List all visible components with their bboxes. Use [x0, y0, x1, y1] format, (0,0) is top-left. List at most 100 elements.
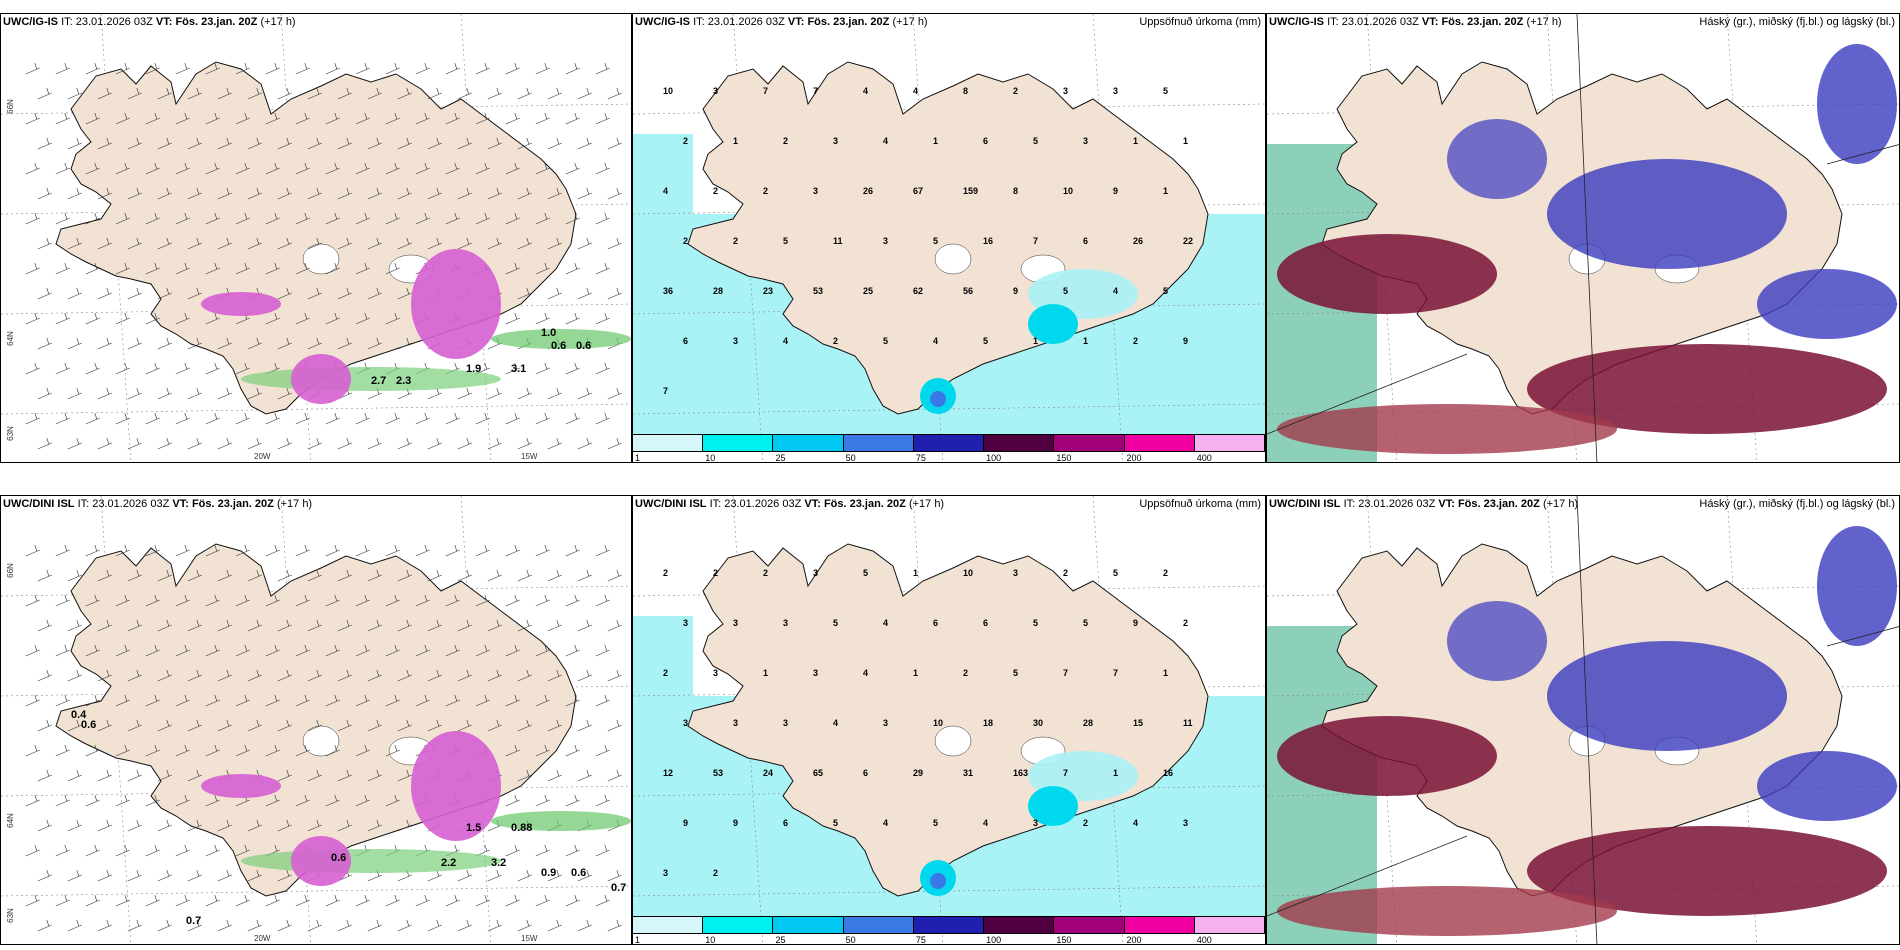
precip-value-label: 18 — [983, 718, 993, 728]
precip-value-label: 4 — [933, 336, 938, 346]
wind-speed-label: 0.6 — [81, 719, 96, 731]
panel-title: UWC/DINI ISL IT: 23.01.2026 03Z VT: Fös.… — [1269, 498, 1579, 510]
wind-speed-label: 2.7 — [371, 375, 386, 387]
panel-title: UWC/IG-IS IT: 23.01.2026 03Z VT: Fös. 23… — [3, 16, 296, 28]
precip-value-label: 1 — [763, 668, 768, 678]
precip-value-label: 2 — [763, 568, 768, 578]
precip-value-label: 5 — [883, 336, 888, 346]
precip-value-label: 5 — [863, 568, 868, 578]
precip-value-label: 65 — [813, 768, 823, 778]
precip-value-label: 2 — [1133, 336, 1138, 346]
precip-value-label: 4 — [883, 136, 888, 146]
precip-value-label: 6 — [683, 336, 688, 346]
colorbar-tick: 1 — [635, 935, 641, 945]
precip-map: 2 2 2 3 5 1 10 3 2 5 23 3 3 5 4 6 6 5 5 9 22 3 1 3 4 1 2 5 7 7 13 3 3 4 3 1… — [633, 496, 1265, 944]
precip-value-label: 3 — [713, 668, 718, 678]
precip-value-label: 163 — [1013, 768, 1028, 778]
lat-label: 63N — [5, 908, 15, 923]
precip-value-label: 2 — [1083, 818, 1088, 828]
precip-value-label: 4 — [1133, 818, 1138, 828]
colorbar-tick: 100 — [986, 453, 1002, 463]
wind-speed-label: 0.7 — [611, 882, 626, 894]
lat-label: 66N — [5, 99, 15, 114]
precip-value-label: 9 — [1183, 336, 1188, 346]
precip-value-label: 2 — [733, 236, 738, 246]
precip-value-label: 6 — [863, 768, 868, 778]
colorbar-swatch — [1194, 916, 1265, 934]
precip-value-label: 3 — [883, 236, 888, 246]
precip-value-label: 4 — [663, 186, 668, 196]
precip-value-label: 9 — [1113, 186, 1118, 196]
precip-value-label: 56 — [963, 286, 973, 296]
precip-value-label: 53 — [813, 286, 823, 296]
precip-value-label: 4 — [863, 668, 868, 678]
precip-value-label: 2 — [683, 236, 688, 246]
precip-value-label: 3 — [733, 618, 738, 628]
colorbar-swatch — [913, 434, 985, 452]
colorbar-tick: 25 — [775, 453, 786, 463]
map-panel-precip-ig-is: UWC/IG-IS IT: 23.01.2026 03Z VT: Fös. 23… — [632, 13, 1266, 463]
precip-value-label: 7 — [763, 86, 768, 96]
colorbar-swatch — [1194, 434, 1265, 452]
precip-value-label: 10 — [1063, 186, 1073, 196]
precip-value-label: 3 — [663, 868, 668, 878]
precip-value-label: 5 — [1163, 86, 1168, 96]
precip-value-label: 3 — [1063, 86, 1068, 96]
precip-value-label: 5 — [1063, 286, 1068, 296]
wind-speed-label: 0.6 — [571, 867, 586, 879]
precip-value-label: 3 — [813, 568, 818, 578]
colorbar-tick: 400 — [1196, 935, 1212, 945]
cloud-map — [1267, 14, 1899, 462]
precip-value-label: 5 — [1033, 618, 1038, 628]
lat-label: 64N — [5, 331, 15, 346]
colorbar-swatch — [984, 434, 1055, 452]
colorbar-swatch — [703, 916, 774, 934]
precip-value-label: 5 — [833, 818, 838, 828]
precip-value-label: 5 — [833, 618, 838, 628]
colorbar-tick: 100 — [986, 935, 1002, 945]
precip-value-label: 2 — [713, 186, 718, 196]
precip-value-label: 4 — [783, 336, 788, 346]
precip-value-label: 4 — [863, 86, 868, 96]
precip-value-label: 1 — [733, 136, 738, 146]
map-panel-wind-dini: UWC/DINI ISL IT: 23.01.2026 03Z VT: Fös.… — [0, 495, 632, 945]
precip-value-label: 3 — [713, 86, 718, 96]
precip-value-label: 16 — [983, 236, 993, 246]
colorbar-swatch — [1054, 434, 1125, 452]
colorbar-tick: 10 — [705, 453, 716, 463]
wind-speed-label: 0.7 — [186, 915, 201, 927]
precip-value-label: 1 — [933, 136, 938, 146]
precip-value-label: 15 — [1133, 718, 1143, 728]
precip-value-label: 7 — [813, 86, 818, 96]
panel-title: UWC/DINI ISL IT: 23.01.2026 03Z VT: Fös.… — [3, 498, 313, 510]
precip-value-label: 5 — [933, 818, 938, 828]
precip-value-label: 2 — [663, 668, 668, 678]
colorbar-tick: 25 — [775, 935, 786, 945]
precip-value-label: 2 — [783, 136, 788, 146]
precip-value-label: 4 — [833, 718, 838, 728]
wind-speed-label: 0.6 — [331, 852, 346, 864]
precip-value-label: 22 — [1183, 236, 1193, 246]
cloud-map — [1267, 496, 1899, 944]
precip-value-label: 7 — [1113, 668, 1118, 678]
precip-value-label: 25 — [863, 286, 873, 296]
precip-value-label: 7 — [1063, 668, 1068, 678]
precip-value-label: 29 — [913, 768, 923, 778]
precip-value-label: 10 — [963, 568, 973, 578]
precip-value-label: 3 — [683, 718, 688, 728]
precip-value-label: 53 — [713, 768, 723, 778]
colorbar-tick: 75 — [915, 935, 926, 945]
colorbar-swatch — [773, 916, 844, 934]
precip-value-label: 31 — [963, 768, 973, 778]
precip-value-label: 3 — [833, 136, 838, 146]
precip-value-label: 3 — [1033, 818, 1038, 828]
precip-value-label: 3 — [683, 618, 688, 628]
colorbar-tick: 400 — [1196, 453, 1212, 463]
colorbar-swatch — [773, 434, 844, 452]
lon-label: 15W — [521, 452, 538, 461]
precip-value-label: 159 — [963, 186, 978, 196]
precip-value-label: 2 — [1163, 568, 1168, 578]
lon-label: 15W — [521, 934, 538, 943]
panel-title: UWC/IG-IS IT: 23.01.2026 03Z VT: Fös. 23… — [1269, 16, 1562, 28]
precip-value-label: 36 — [663, 286, 673, 296]
